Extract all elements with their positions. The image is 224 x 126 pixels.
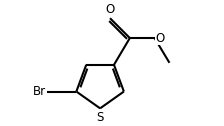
Text: Br: Br [32, 85, 46, 98]
Text: O: O [156, 32, 165, 44]
Text: O: O [106, 3, 115, 16]
Text: S: S [96, 111, 104, 124]
